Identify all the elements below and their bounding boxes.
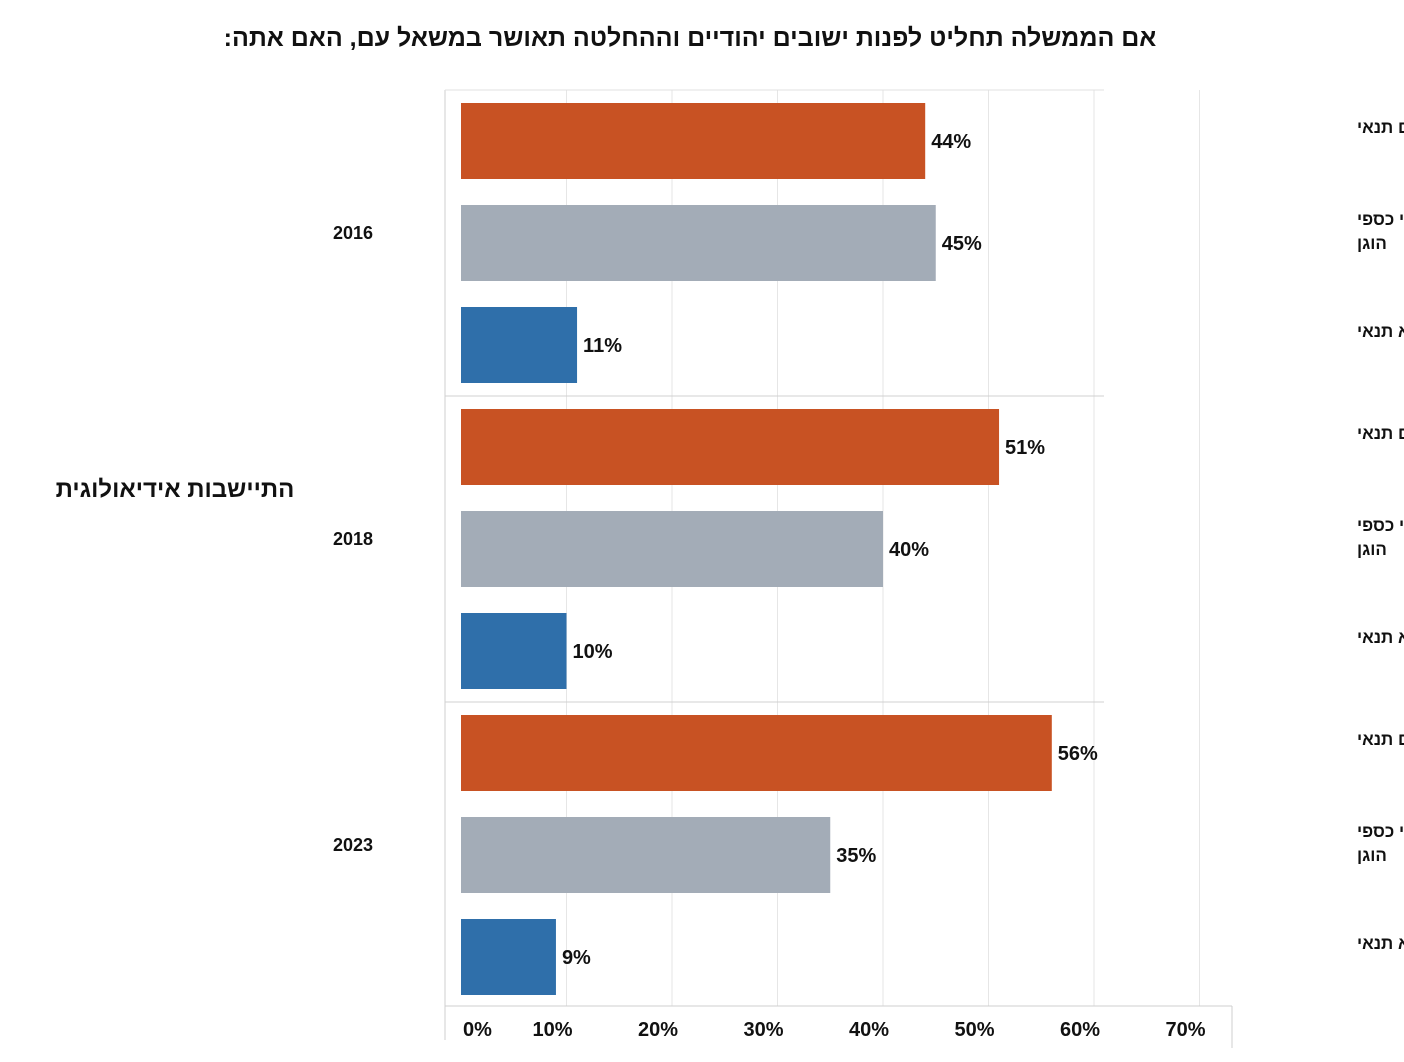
bar-value-label: 11%	[583, 335, 622, 357]
bar-value-label: 9%	[562, 947, 591, 969]
category-label: הוגן	[1357, 234, 1387, 253]
bar-value-label: 10%	[573, 641, 613, 663]
bar-value-label: 44%	[931, 131, 971, 153]
bar-value-label: 35%	[836, 845, 876, 867]
category-label: לא אתפנה בשום תנאי	[1357, 424, 1404, 443]
category-label: לא אתפנה בשום תנאי	[1357, 118, 1404, 137]
year-label: 2023	[333, 835, 373, 855]
x-tick-label: 0%	[463, 1019, 492, 1041]
x-tick-label: 20%	[638, 1019, 678, 1041]
bar	[461, 409, 1000, 485]
bar	[461, 103, 926, 179]
bar	[461, 511, 883, 587]
category-label: אתפנה ללא תנאי	[1357, 628, 1404, 647]
group-title: התיישבות אידיאולוגית	[55, 476, 295, 503]
chart-title: אם הממשלה תחליט לפנות ישובים יהודיים והה…	[223, 24, 1157, 52]
bar-value-label: 40%	[889, 539, 929, 561]
category-label: אתפנה רק עם פיצוי כספי	[1357, 822, 1404, 841]
category-label: הוגן	[1357, 540, 1387, 559]
category-label: לא אתפנה בשום תנאי	[1357, 730, 1404, 749]
bar-value-label: 51%	[1005, 437, 1045, 459]
category-label: הוגן	[1357, 846, 1387, 865]
bar-value-label: 56%	[1058, 743, 1098, 765]
category-label: אתפנה רק עם פיצוי כספי	[1357, 516, 1404, 535]
bar	[461, 613, 567, 689]
bar	[461, 205, 936, 281]
category-label: אתפנה ללא תנאי	[1357, 934, 1404, 953]
bar-value-label: 45%	[942, 233, 982, 255]
x-tick-label: 10%	[532, 1019, 572, 1041]
x-tick-label: 30%	[743, 1019, 783, 1041]
category-label: אתפנה רק עם פיצוי כספי	[1357, 210, 1404, 229]
x-tick-label: 70%	[1165, 1019, 1205, 1041]
bar	[461, 715, 1052, 791]
x-tick-label: 50%	[954, 1019, 994, 1041]
x-tick-label: 40%	[849, 1019, 889, 1041]
bar	[461, 919, 556, 995]
category-label: אתפנה ללא תנאי	[1357, 322, 1404, 341]
x-tick-label: 60%	[1060, 1019, 1100, 1041]
year-label: 2018	[333, 529, 373, 549]
bar	[461, 817, 831, 893]
year-label: 2016	[333, 223, 373, 243]
bar	[461, 307, 578, 383]
